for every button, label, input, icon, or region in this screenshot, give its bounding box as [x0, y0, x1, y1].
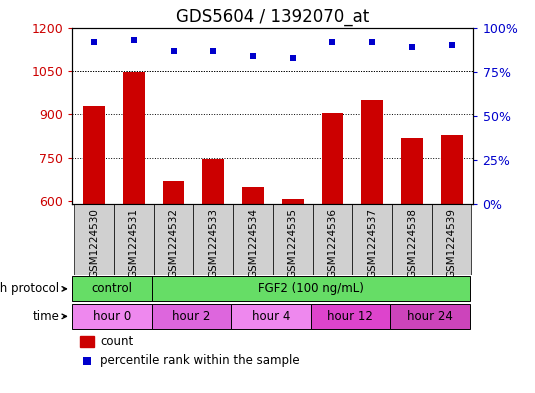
Bar: [80, 336, 94, 347]
Bar: [441, 135, 463, 204]
Title: GDS5604 / 1392070_at: GDS5604 / 1392070_at: [176, 8, 370, 26]
Text: GSM1224534: GSM1224534: [248, 208, 258, 278]
Bar: [83, 106, 105, 204]
Point: [249, 53, 257, 59]
Bar: [311, 304, 390, 329]
Bar: [163, 181, 185, 204]
Text: hour 0: hour 0: [93, 310, 131, 323]
Point: [209, 47, 218, 53]
Text: FGF2 (100 ng/mL): FGF2 (100 ng/mL): [258, 282, 363, 296]
Bar: [202, 160, 224, 204]
Point: [408, 44, 416, 50]
Point: [447, 42, 456, 48]
Text: count: count: [101, 334, 134, 348]
Bar: [273, 204, 312, 275]
Bar: [361, 100, 383, 204]
Text: GSM1224531: GSM1224531: [129, 208, 139, 278]
Text: GSM1224537: GSM1224537: [367, 208, 377, 278]
Point: [90, 39, 98, 45]
Text: GSM1224533: GSM1224533: [208, 208, 218, 278]
Bar: [353, 204, 392, 275]
Bar: [432, 204, 471, 275]
Point: [288, 54, 297, 61]
Bar: [154, 204, 193, 275]
Text: GSM1224532: GSM1224532: [169, 208, 179, 278]
Text: GSM1224535: GSM1224535: [288, 208, 297, 278]
Text: GSM1224530: GSM1224530: [89, 208, 99, 278]
Bar: [282, 199, 304, 204]
Bar: [152, 277, 470, 301]
Bar: [72, 304, 152, 329]
Text: GSM1224538: GSM1224538: [407, 208, 417, 278]
Bar: [390, 304, 470, 329]
Point: [129, 37, 138, 43]
Point: [83, 358, 91, 364]
Bar: [193, 204, 233, 275]
Text: hour 4: hour 4: [251, 310, 290, 323]
Text: GSM1224539: GSM1224539: [447, 208, 457, 278]
Bar: [312, 204, 353, 275]
Text: hour 24: hour 24: [407, 310, 453, 323]
Bar: [114, 204, 154, 275]
Bar: [72, 277, 152, 301]
Text: control: control: [91, 282, 133, 296]
Text: growth protocol: growth protocol: [0, 282, 59, 296]
Bar: [123, 72, 145, 204]
Point: [169, 47, 178, 53]
Bar: [231, 304, 311, 329]
Text: hour 2: hour 2: [172, 310, 211, 323]
Bar: [74, 204, 114, 275]
Text: time: time: [32, 310, 59, 323]
Bar: [233, 204, 273, 275]
Text: hour 12: hour 12: [327, 310, 373, 323]
Point: [328, 39, 337, 45]
Bar: [322, 113, 343, 204]
Text: percentile rank within the sample: percentile rank within the sample: [101, 354, 300, 367]
Bar: [392, 204, 432, 275]
Bar: [401, 138, 423, 204]
Bar: [152, 304, 231, 329]
Point: [368, 39, 377, 45]
Bar: [242, 187, 264, 204]
Text: GSM1224536: GSM1224536: [327, 208, 338, 278]
